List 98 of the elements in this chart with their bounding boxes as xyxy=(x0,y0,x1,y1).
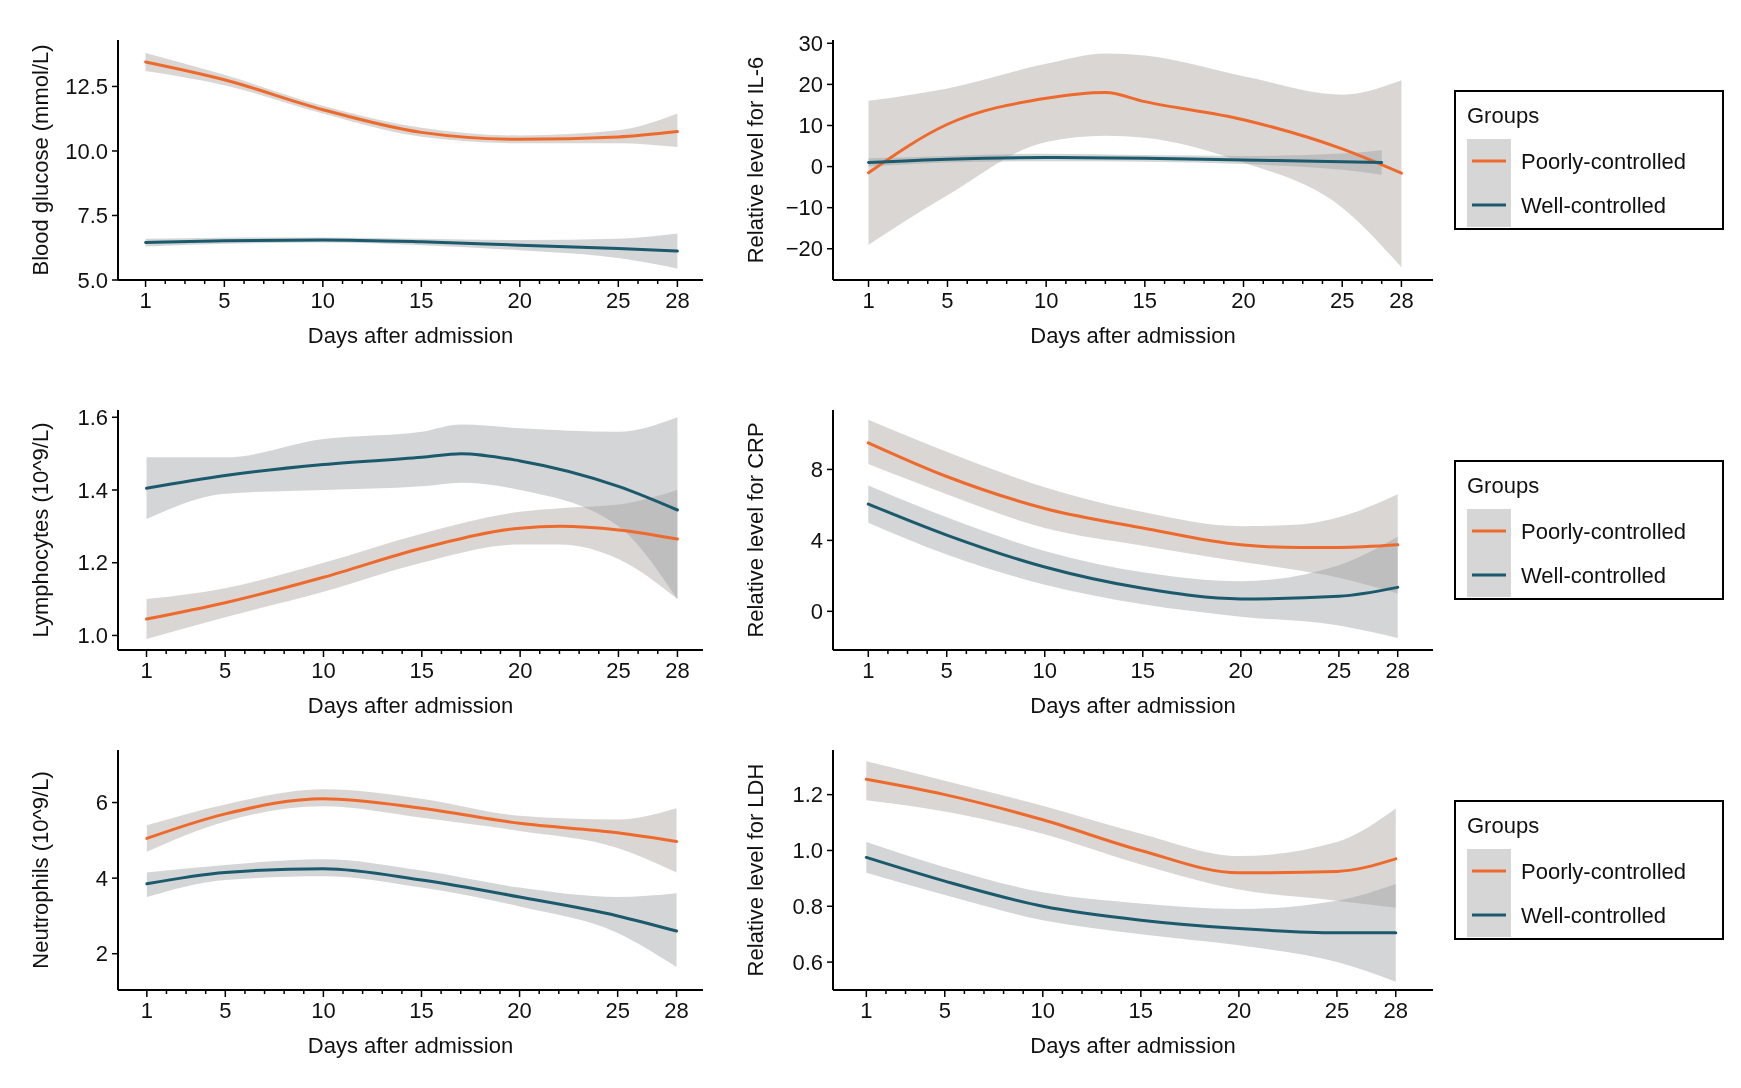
x-tick-label: 15 xyxy=(409,658,435,683)
y-tick-label: 1.2 xyxy=(77,550,108,576)
x-tick-label: 28 xyxy=(665,658,690,683)
y-tick-label: 10 xyxy=(798,113,823,139)
x-tick-label: 10 xyxy=(1032,658,1058,683)
x-tick-label: 20 xyxy=(1226,998,1252,1023)
line-series xyxy=(866,441,1400,549)
legend-label: Well-controlled xyxy=(1521,902,1667,928)
x-tick-label: 1 xyxy=(140,658,153,683)
y-axis-title: Relative level for IL-6 xyxy=(743,56,768,264)
line-series xyxy=(145,452,679,512)
line-series xyxy=(144,60,679,141)
y-tick-label: 1.2 xyxy=(792,782,823,808)
x-tick-label: 20 xyxy=(1228,658,1254,683)
x-tick-label: 15 xyxy=(409,998,434,1023)
y-tick-label: 0 xyxy=(810,154,823,180)
x-tick-label: 25 xyxy=(1329,288,1355,313)
x-tick-label: 25 xyxy=(605,998,630,1023)
x-tick-label: 25 xyxy=(1326,658,1352,683)
y-axis-title: Lymphocytes (10^9/L) xyxy=(28,422,53,638)
y-tick-label: 4 xyxy=(810,528,823,554)
line-series xyxy=(864,855,1398,935)
legend-title: Groups xyxy=(1467,103,1540,128)
y-tick-label: 1.4 xyxy=(77,477,108,503)
y-tick-label: 20 xyxy=(798,72,823,98)
x-tick-label: 20 xyxy=(507,288,533,313)
x-tick-label: 1 xyxy=(862,288,875,313)
y-axis-title: Relative level for CRP xyxy=(743,422,768,638)
legend-label: Well-controlled xyxy=(1521,562,1667,588)
x-tick-label: 10 xyxy=(1033,288,1059,313)
y-tick-label: 10.0 xyxy=(65,138,108,164)
x-tick-label: 10 xyxy=(311,658,336,683)
y-axis-title: Neutrophils (10^9/L) xyxy=(28,771,53,969)
x-tick-label: 5 xyxy=(940,658,953,683)
x-tick-label: 15 xyxy=(1130,658,1156,683)
x-tick-label: 10 xyxy=(311,998,336,1023)
legend-label: Poorly-controlled xyxy=(1521,148,1687,174)
legend-title: Groups xyxy=(1467,473,1540,498)
y-tick-label: −10 xyxy=(785,195,823,221)
x-tick-label: 1 xyxy=(862,658,875,683)
x-tick-label: 1 xyxy=(140,998,153,1023)
legend-label: Poorly-controlled xyxy=(1521,858,1687,884)
y-tick-label: 0.8 xyxy=(792,893,823,919)
x-tick-label: 25 xyxy=(606,288,631,313)
x-axis-title: Days after admission xyxy=(307,693,514,718)
line-series xyxy=(145,867,679,933)
y-tick-label: 1.0 xyxy=(792,838,823,864)
y-tick-label: 1.0 xyxy=(77,623,108,649)
line-series xyxy=(866,502,1400,601)
x-tick-label: 20 xyxy=(507,658,533,683)
x-axis-title: Days after admission xyxy=(1030,323,1236,348)
x-tick-label: 5 xyxy=(938,998,951,1023)
line-series xyxy=(145,524,679,621)
x-tick-label: 28 xyxy=(664,998,689,1023)
x-tick-label: 1 xyxy=(139,288,152,313)
legend-label: Well-controlled xyxy=(1521,192,1667,218)
x-tick-label: 15 xyxy=(1132,288,1158,313)
x-tick-label: 5 xyxy=(219,658,232,683)
line-series xyxy=(145,797,679,843)
legend-title: Groups xyxy=(1467,813,1540,838)
y-axis-title: Relative level for LDH xyxy=(743,763,768,977)
y-tick-label: 6 xyxy=(95,790,108,816)
y-tick-label: 5.0 xyxy=(77,267,108,293)
x-tick-label: 5 xyxy=(218,288,231,313)
y-tick-label: −20 xyxy=(785,236,823,262)
x-tick-label: 5 xyxy=(941,288,954,313)
line-series xyxy=(144,238,679,253)
y-tick-label: 7.5 xyxy=(77,203,108,229)
x-tick-label: 25 xyxy=(1324,998,1350,1023)
x-axis-title: Days after admission xyxy=(307,1033,514,1058)
x-axis-title: Days after admission xyxy=(1030,693,1236,718)
y-tick-label: 0 xyxy=(810,599,823,625)
x-axis-title: Days after admission xyxy=(1030,1033,1236,1058)
x-tick-label: 28 xyxy=(1383,998,1408,1023)
x-tick-label: 28 xyxy=(1389,288,1414,313)
x-tick-label: 5 xyxy=(219,998,232,1023)
y-tick-label: 30 xyxy=(798,30,823,56)
y-axis-title: Blood glucose (mmol/L) xyxy=(28,44,53,276)
x-tick-label: 1 xyxy=(860,998,873,1023)
line-series xyxy=(867,91,1403,175)
line-series xyxy=(864,777,1398,875)
legend-label: Poorly-controlled xyxy=(1521,518,1687,544)
x-tick-label: 10 xyxy=(1030,998,1056,1023)
y-tick-label: 8 xyxy=(810,457,823,483)
x-tick-label: 20 xyxy=(1231,288,1256,313)
y-tick-label: 0.6 xyxy=(792,949,823,975)
x-tick-label: 20 xyxy=(507,998,532,1023)
x-tick-label: 28 xyxy=(1385,658,1410,683)
y-tick-label: 12.5 xyxy=(65,74,108,100)
x-tick-label: 28 xyxy=(665,288,690,313)
x-tick-label: 15 xyxy=(1128,998,1154,1023)
x-tick-label: 25 xyxy=(606,658,631,683)
x-tick-label: 15 xyxy=(409,288,434,313)
x-axis-title: Days after admission xyxy=(307,323,514,348)
x-tick-label: 10 xyxy=(310,288,336,313)
y-tick-label: 2 xyxy=(95,941,108,967)
y-tick-label: 4 xyxy=(95,865,108,891)
y-tick-label: 1.6 xyxy=(77,404,108,430)
